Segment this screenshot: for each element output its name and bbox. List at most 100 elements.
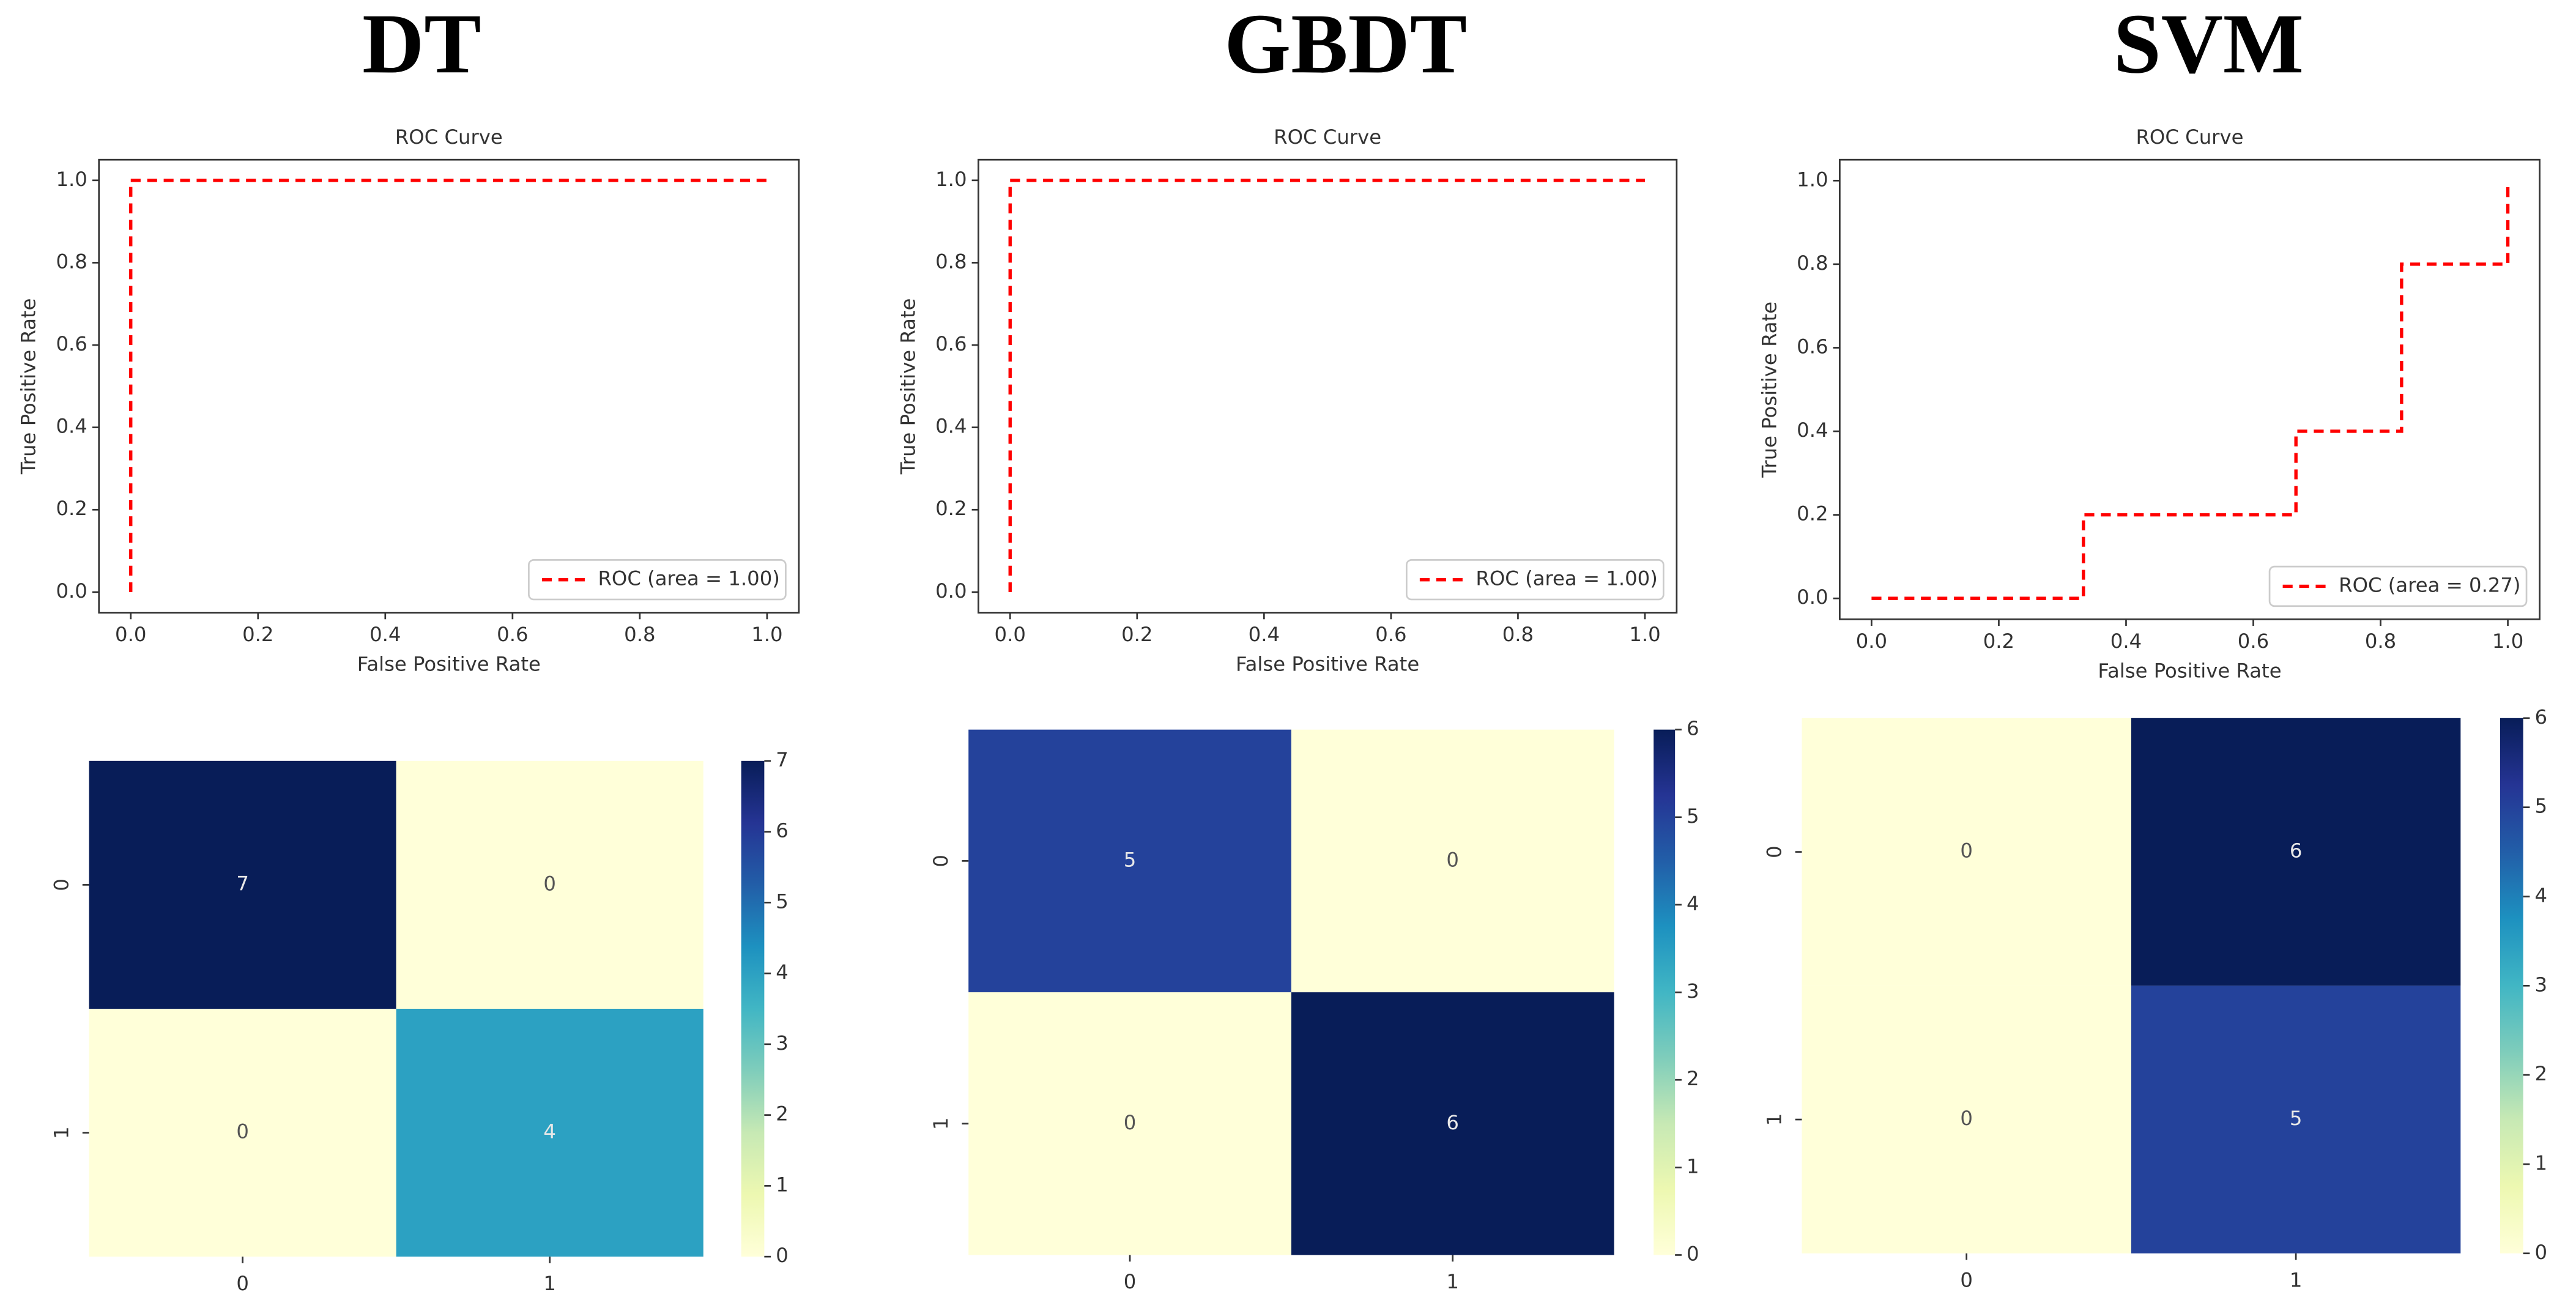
panel-title: DT [362, 0, 481, 91]
y-tick-label: 0 [1762, 845, 1786, 858]
legend-label: ROC (area = 1.00) [1475, 567, 1657, 590]
x-tick-label: 0.4 [2110, 630, 2142, 653]
heatmap-cell [396, 760, 703, 1009]
y-tick-label: 0.6 [56, 332, 87, 355]
y-tick-label: 1 [50, 1126, 73, 1139]
y-tick-label: 1 [1762, 1113, 1786, 1126]
x-tick-label: 0.0 [1856, 630, 1887, 653]
x-tick-label: 1.0 [1629, 623, 1660, 646]
cell-annotation: 0 [543, 872, 556, 895]
x-tick-label: 0 [1960, 1269, 1973, 1292]
colorbar-tick-label: 1 [776, 1173, 789, 1196]
colorbar-tick-label: 5 [2535, 795, 2548, 818]
cell-annotation: 6 [2290, 839, 2303, 863]
roc-line [1008, 179, 1645, 592]
cell-annotation: 4 [543, 1120, 556, 1143]
y-tick-label: 0.8 [56, 250, 87, 273]
legend-box [1405, 559, 1665, 601]
colorbar-tick-label: 6 [2535, 705, 2548, 729]
y-tick-label: 0.4 [56, 415, 87, 438]
axes-frame [1839, 158, 2541, 620]
colorbar-tick-label: 6 [1687, 717, 1699, 740]
y-tick-label: 0.2 [935, 497, 967, 520]
colorbar-tick-label: 5 [776, 889, 789, 913]
x-axis-label: False Positive Rate [2098, 659, 2281, 682]
x-tick-label: 0 [1124, 1270, 1137, 1293]
x-tick-label: 0.6 [1375, 623, 1406, 646]
heatmap-cell [968, 992, 1291, 1255]
heatmap-cell [89, 1008, 396, 1257]
cell-annotation: 0 [1960, 839, 1973, 863]
x-tick-label: 0.8 [2365, 630, 2396, 653]
x-tick-label: 0.6 [2238, 630, 2269, 653]
colorbar-tick-label: 0 [1687, 1242, 1699, 1265]
colorbar-tick-label: 2 [1687, 1067, 1699, 1090]
x-tick-label: 0 [236, 1272, 249, 1295]
y-tick-label: 0.4 [935, 415, 967, 438]
colorbar-tick-label: 7 [776, 748, 789, 771]
x-tick-label: 0.2 [1983, 630, 2014, 653]
x-tick-label: 1.0 [751, 623, 782, 646]
x-tick-label: 0.0 [995, 623, 1026, 646]
x-tick-label: 0.2 [1121, 623, 1153, 646]
colorbar-tick-label: 3 [1687, 979, 1699, 1003]
heatmap-cell [1802, 986, 2131, 1253]
chart-title: ROC Curve [2136, 125, 2244, 149]
colorbar-tick-label: 2 [776, 1102, 789, 1126]
y-tick-label: 1.0 [1797, 168, 1828, 191]
x-axis-label: False Positive Rate [357, 653, 541, 676]
x-tick-label: 0.6 [497, 623, 528, 646]
heatmap-cell [1802, 718, 2131, 986]
colorbar-tick-label: 4 [776, 960, 789, 984]
roc-line [129, 179, 767, 592]
colorbar-tick-label: 1 [1687, 1154, 1699, 1178]
y-tick-label: 0.6 [1797, 335, 1828, 358]
y-tick-label: 0.2 [1797, 502, 1828, 526]
colorbar-tick-label: 0 [776, 1244, 789, 1267]
colorbar-tick-label: 3 [776, 1031, 789, 1055]
heatmap-cell [396, 1008, 703, 1257]
y-tick-label: 0.8 [935, 250, 967, 273]
colorbar-tick-label: 3 [2535, 973, 2548, 996]
axes-frame [978, 158, 1678, 614]
colorbar-tick-label: 2 [2535, 1062, 2548, 1085]
colorbar-tick-label: 4 [2535, 883, 2548, 907]
y-tick-label: 0 [929, 855, 952, 867]
x-axis-label: False Positive Rate [1236, 653, 1419, 676]
y-tick-label: 1 [929, 1117, 952, 1130]
y-tick-label: 0.4 [1797, 418, 1828, 442]
cell-annotation: 7 [236, 872, 249, 895]
y-tick-label: 1.0 [56, 168, 87, 191]
y-tick-label: 0.0 [935, 579, 967, 603]
colorbar-tick-label: 6 [776, 819, 789, 842]
x-tick-label: 1.0 [2492, 630, 2523, 653]
y-tick-label: 0 [50, 878, 73, 891]
y-tick-label: 0.8 [1797, 251, 1828, 275]
y-tick-label: 0.2 [56, 497, 87, 520]
legend-label: ROC (area = 1.00) [598, 567, 779, 590]
colorbar-tick-label: 4 [1687, 892, 1699, 915]
chart-title: ROC Curve [395, 125, 503, 149]
cell-annotation: 0 [1446, 848, 1459, 871]
heatmap-cell [1291, 729, 1614, 993]
x-tick-label: 1 [2290, 1269, 2303, 1292]
panel-title: GBDT [1224, 0, 1467, 91]
y-axis-label: True Positive Rate [17, 298, 40, 475]
cell-annotation: 0 [236, 1120, 249, 1143]
colorbar-tick-label: 1 [2535, 1151, 2548, 1175]
legend-box [2268, 565, 2528, 607]
x-tick-label: 1 [543, 1272, 556, 1295]
y-axis-label: True Positive Rate [896, 298, 919, 475]
y-axis-label: True Positive Rate [1758, 302, 1781, 478]
colorbar-tick-label: 5 [1687, 804, 1699, 828]
x-tick-label: 0.0 [115, 623, 146, 646]
cell-annotation: 0 [1960, 1107, 1973, 1130]
x-tick-label: 1 [1446, 1270, 1459, 1293]
x-tick-label: 0.8 [1502, 623, 1534, 646]
axes-frame [98, 158, 800, 614]
y-tick-label: 0.0 [1797, 585, 1828, 609]
heatmap-cell [968, 729, 1291, 993]
heatmap-cell [2131, 718, 2461, 986]
roc-line [1871, 180, 2510, 600]
